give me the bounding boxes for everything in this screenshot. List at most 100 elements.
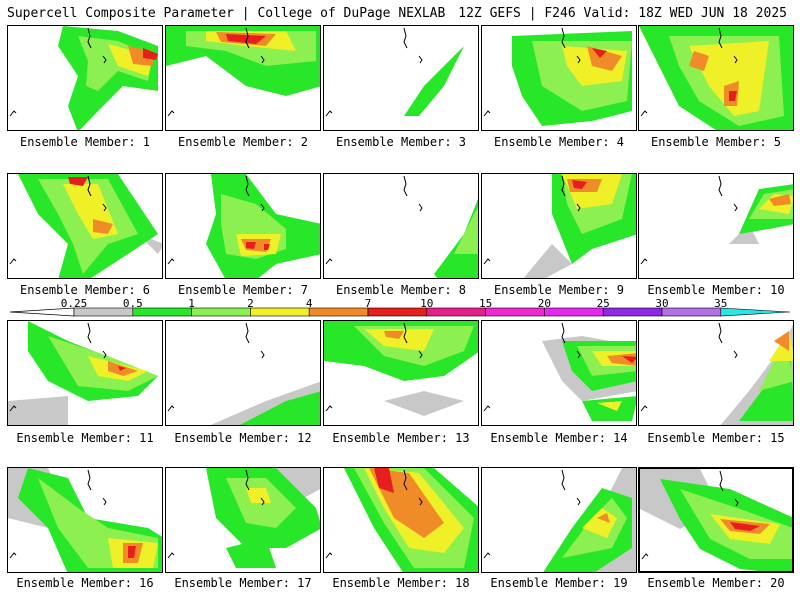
colorbar-tick-label: 1: [188, 297, 195, 310]
scp-field-map: [640, 469, 792, 571]
coastline-outline: [9, 322, 107, 412]
map-panel-member-11: [7, 320, 163, 426]
member-label-6: Ensemble Member: 6: [19, 283, 151, 297]
scp-contour-fill: [108, 44, 153, 76]
scp-contour-fill: [239, 391, 320, 425]
map-panel-member-3: [323, 25, 479, 131]
coastline-outline: [9, 175, 107, 265]
map-panel-member-20: [638, 467, 794, 573]
scp-contour-fill: [523, 244, 572, 278]
scp-contour-fill: [572, 180, 587, 189]
member-label-3: Ensemble Member: 3: [335, 135, 467, 149]
map-panel-member-15: [638, 320, 794, 426]
member-label-16: Ensemble Member: 16: [16, 576, 154, 590]
scp-contour-fill: [404, 46, 464, 116]
scp-field-map: [483, 468, 636, 572]
member-label-10: Ensemble Member: 10: [647, 283, 785, 297]
scp-contour-fill: [730, 522, 760, 531]
scp-contour-fill: [607, 353, 636, 366]
scp-field-map: [325, 175, 478, 278]
colorbar-over-arrow: [720, 307, 790, 317]
colorbar-bin-20: [544, 307, 604, 317]
colorbar-tick-label: 0.5: [122, 297, 143, 310]
scp-contour-fill: [246, 488, 271, 503]
scp-contour-fill: [454, 207, 478, 254]
member-label-12: Ensemble Member: 12: [174, 431, 312, 445]
map-panel-member-16: [7, 467, 163, 573]
colorbar-tick-label: 10: [420, 297, 434, 310]
scp-contour-fill: [128, 546, 136, 558]
member-label-13: Ensemble Member: 13: [332, 431, 470, 445]
coastline-outline: [640, 175, 738, 265]
scp-field-map: [325, 468, 478, 572]
scp-contour-fill: [582, 396, 636, 421]
coastline-outline: [641, 470, 739, 560]
map-panel-member-17: [165, 467, 321, 573]
scp-contour-fill: [246, 242, 256, 249]
map-panel-member-8: [323, 173, 479, 279]
coastline-outline: [325, 175, 423, 265]
member-label-20: Ensemble Member: 20: [647, 576, 785, 590]
scp-field-map: [9, 26, 158, 130]
map-panel-member-1: [7, 25, 163, 131]
member-label-1: Ensemble Member: 1: [19, 135, 151, 149]
map-panel-member-19: [481, 467, 637, 573]
colorbar-tick-label: 0.25: [60, 297, 88, 310]
scp-contour-fill: [384, 331, 404, 339]
scp-field-map: [640, 322, 793, 425]
scp-contour-fill: [68, 177, 88, 186]
colorbar-tick-label: 20: [537, 297, 552, 310]
scp-field-map: [325, 27, 464, 117]
coastline-outline: [167, 469, 265, 559]
map-panel-member-9: [481, 173, 637, 279]
scp-field-map: [324, 321, 478, 416]
member-label-18: Ensemble Member: 18: [332, 576, 470, 590]
scp-contour-fill: [769, 194, 791, 206]
map-panel-member-14: [481, 320, 637, 426]
scp-contour-fill: [597, 513, 610, 523]
colorbar-tick-label: 7: [364, 297, 372, 310]
scp-field-map: [483, 322, 636, 421]
member-label-14: Ensemble Member: 14: [490, 431, 628, 445]
scp-field-map: [8, 468, 162, 572]
scp-contour-fill: [264, 244, 270, 250]
member-label-8: Ensemble Member: 8: [335, 283, 467, 297]
colorbar-tick-label: 2: [247, 297, 254, 310]
coastline-outline: [167, 322, 265, 412]
member-label-9: Ensemble Member: 9: [493, 283, 625, 297]
colorbar-bin-10: [426, 307, 486, 317]
coastline-outline: [640, 322, 738, 412]
map-panel-member-12: [165, 320, 321, 426]
scp-contour-fill: [774, 331, 789, 351]
coastline-outline: [325, 27, 423, 117]
map-panel-member-6: [7, 173, 163, 279]
scp-contour-fill: [364, 329, 434, 351]
colorbar-bin-2: [250, 307, 310, 317]
member-label-2: Ensemble Member: 2: [177, 135, 309, 149]
scp-contour-fill: [622, 356, 636, 363]
scp-contour-fill: [582, 508, 617, 538]
scp-contour-fill: [8, 396, 68, 425]
title-right: 12Z GEFS | F246 Valid: 18Z WED JUN 18 20…: [458, 6, 787, 21]
member-label-11: Ensemble Member: 11: [16, 431, 154, 445]
map-panel-member-10: [638, 173, 794, 279]
member-label-5: Ensemble Member: 5: [650, 135, 782, 149]
scp-contour-fill: [93, 219, 113, 234]
scp-contour-fill: [384, 391, 464, 416]
scp-contour-fill: [729, 91, 737, 101]
colorbar-bin-25: [602, 307, 663, 317]
coastline-outline: [325, 469, 423, 559]
scp-contour-fill: [689, 41, 769, 116]
map-panel-member-4: [481, 25, 637, 131]
colorbar-bin-15: [485, 307, 545, 317]
colorbar-tick-label: 15: [478, 297, 493, 310]
coastline-outline: [483, 27, 581, 117]
scp-field-map: [167, 468, 320, 568]
scp-contour-fill: [226, 34, 266, 44]
coastline-outline: [483, 175, 581, 265]
scp-contour-fill: [597, 401, 622, 411]
colorbar-bin-4: [308, 307, 369, 317]
scp-field-map: [640, 175, 793, 265]
map-panel-member-2: [165, 25, 321, 131]
coastline-outline: [483, 469, 581, 559]
